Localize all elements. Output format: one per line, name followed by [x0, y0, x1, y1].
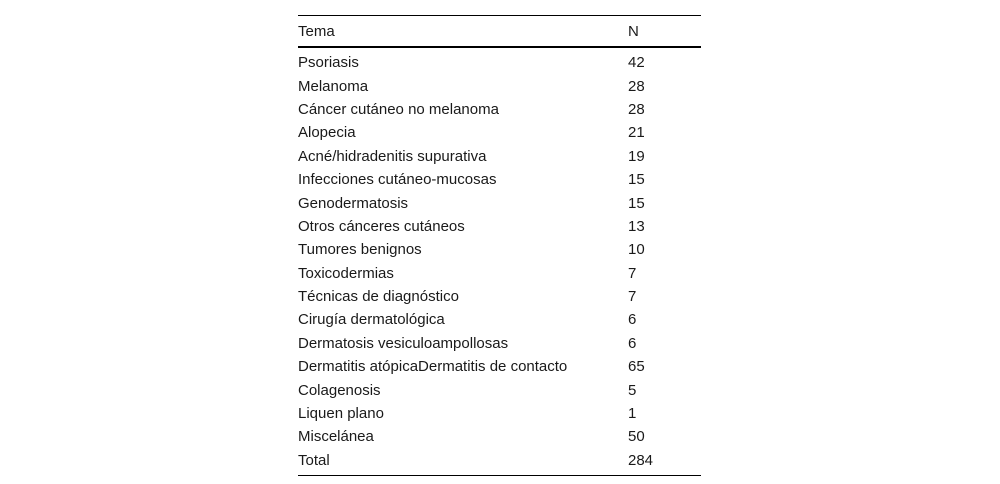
- table-row: Acné/hidradenitis supurativa 19: [298, 145, 701, 168]
- topic-cell: Cirugía dermatológica: [298, 311, 445, 329]
- topic-cell: Alopecia: [298, 124, 356, 142]
- table-body: Psoriasis 42 Melanoma 28 Cáncer cutáneo …: [298, 47, 701, 476]
- count-cell: 10: [628, 241, 645, 259]
- count-cell: 19: [628, 147, 645, 165]
- table-row: Tumores benignos 10: [298, 238, 701, 261]
- table-row: Toxicodermias 7: [298, 262, 701, 285]
- topic-cell: Total: [298, 451, 330, 469]
- topic-cell: Dermatitis atópicaDermatitis de contacto: [298, 358, 568, 376]
- table-row: Infecciones cutáneo-mucosas 15: [298, 168, 701, 191]
- count-cell: 42: [628, 54, 645, 72]
- column-header-n: N: [628, 15, 701, 48]
- topic-cell: Toxicodermias: [298, 264, 394, 282]
- count-cell: 5: [628, 381, 637, 399]
- count-cell: 1: [628, 405, 637, 423]
- table-row: Total 284: [298, 449, 701, 476]
- topics-table-container: Tema N Psoriasis 42 Melanoma 28 Cáncer c…: [298, 15, 701, 477]
- table-row: Dermatitis atópicaDermatitis de contacto…: [298, 355, 701, 378]
- table-row: Melanoma 28: [298, 74, 701, 97]
- count-cell: 6: [628, 334, 637, 352]
- table-row: Miscelánea 50: [298, 425, 701, 448]
- topic-cell: Colagenosis: [298, 381, 381, 399]
- topic-cell: Genodermatosis: [298, 194, 409, 212]
- table-row: Liquen plano 1: [298, 402, 701, 425]
- count-cell: 7: [628, 264, 637, 282]
- topic-cell: Tumores benignos: [298, 241, 422, 259]
- topic-cell: Melanoma: [298, 77, 369, 95]
- table-row: Cirugía dermatológica 6: [298, 308, 701, 331]
- count-cell: 7: [628, 288, 637, 306]
- count-cell: 15: [628, 194, 645, 212]
- table-row: Otros cánceres cutáneos 13: [298, 215, 701, 238]
- topic-cell: Cáncer cutáneo no melanoma: [298, 100, 499, 118]
- count-cell: 15: [628, 171, 645, 189]
- count-cell: 50: [628, 428, 645, 446]
- topic-cell: Otros cánceres cutáneos: [298, 217, 465, 235]
- header-row: Tema N: [298, 15, 701, 48]
- topic-cell: Técnicas de diagnóstico: [298, 288, 459, 306]
- topic-cell: Liquen plano: [298, 405, 384, 423]
- count-cell: 13: [628, 217, 645, 235]
- topic-cell: Miscelánea: [298, 428, 374, 446]
- count-cell: 65: [628, 358, 645, 376]
- count-cell: 28: [628, 100, 645, 118]
- count-cell: 21: [628, 124, 645, 142]
- count-cell: 284: [628, 451, 654, 469]
- topic-cell: Infecciones cutáneo-mucosas: [298, 171, 497, 189]
- topic-cell: Acné/hidradenitis supurativa: [298, 147, 487, 165]
- table-row: Dermatosis vesiculoampollosas 6: [298, 332, 701, 355]
- topics-table: Tema N Psoriasis 42 Melanoma 28 Cáncer c…: [298, 15, 701, 477]
- table-row: Alopecia 21: [298, 121, 701, 144]
- table-row: Genodermatosis 15: [298, 191, 701, 214]
- count-cell: 6: [628, 311, 637, 329]
- table-row: Psoriasis 42: [298, 47, 701, 74]
- table-header: Tema N: [298, 15, 701, 48]
- table-row: Colagenosis 5: [298, 378, 701, 401]
- count-cell: 28: [628, 77, 645, 95]
- topic-cell: Psoriasis: [298, 54, 359, 72]
- topic-cell: Dermatosis vesiculoampollosas: [298, 334, 509, 352]
- table-row: Cáncer cutáneo no melanoma 28: [298, 98, 701, 121]
- table-row: Técnicas de diagnóstico 7: [298, 285, 701, 308]
- column-header-tema: Tema: [298, 15, 628, 48]
